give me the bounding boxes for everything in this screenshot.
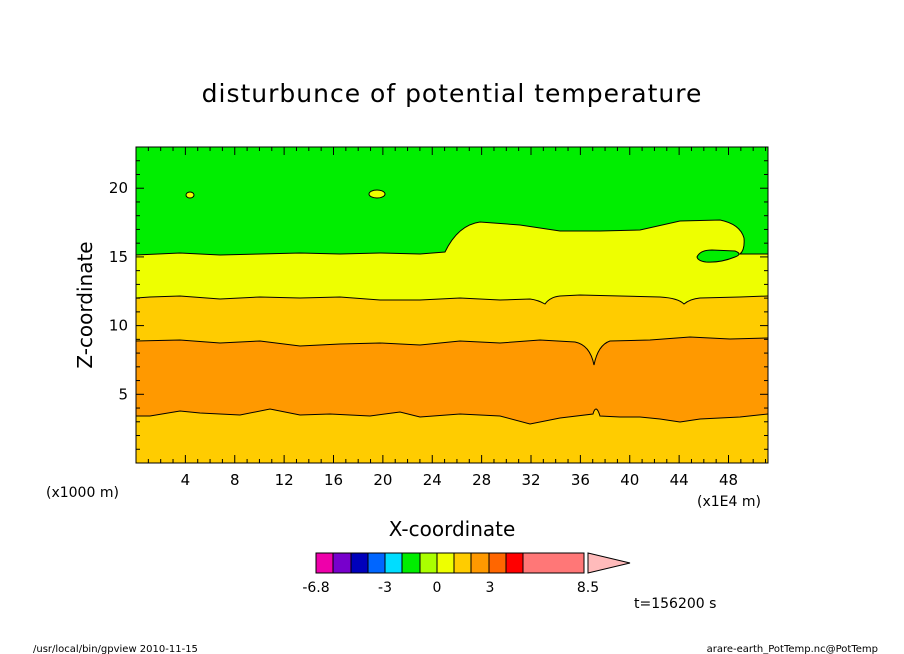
- x-tick-label: 20: [373, 471, 392, 489]
- colorbar-segment: [419, 552, 438, 574]
- colorbar-arrow: [587, 552, 631, 574]
- layer-top-green: [136, 147, 768, 255]
- colorbar-tick-label: -3: [378, 580, 392, 596]
- colorbar-segment: [488, 552, 507, 574]
- colorbar-segment: [350, 552, 369, 574]
- plot-frame: [135, 146, 769, 464]
- contour-line-4: [136, 408, 769, 425]
- x-axis-label: X-coordinate: [389, 517, 516, 541]
- x-tick-label: 28: [472, 471, 491, 489]
- colorbar-tick-label: -6.8: [302, 580, 329, 596]
- colorbar-tick-label: 0: [433, 580, 442, 596]
- y-tick-label: 10: [109, 317, 128, 335]
- colorbar-segment: [367, 552, 386, 574]
- colorbar-segment: [384, 552, 403, 574]
- y-tick-label: 15: [109, 248, 128, 266]
- x-tick-label: 24: [423, 471, 442, 489]
- y-axis-label: Z-coordinate: [73, 241, 97, 368]
- yellow-blob-right: [368, 189, 386, 199]
- chart-title: disturbunce of potential temperature: [202, 79, 703, 108]
- colorbar-segment: [436, 552, 455, 574]
- layer-upper-yellow: [136, 220, 768, 304]
- y-tick-label: 20: [109, 179, 128, 197]
- y-tick-label: 5: [118, 385, 128, 403]
- colorbar-segment: [522, 552, 585, 574]
- colorbar: -6.8 -3 0 3 8.5: [302, 552, 631, 596]
- x-tick-label: 44: [670, 471, 689, 489]
- colorbar-segment: [401, 552, 421, 574]
- contour-lines: [135, 219, 769, 425]
- yellow-blob-left: [185, 191, 195, 199]
- colorbar-segment: [315, 552, 334, 574]
- x-tick-label: 48: [719, 471, 738, 489]
- green-pocket: [696, 249, 740, 263]
- x-tick-label: 16: [324, 471, 343, 489]
- x-tick-label: 4: [181, 471, 191, 489]
- colorbar-segment: [453, 552, 472, 574]
- x-tick-label: 40: [620, 471, 639, 489]
- contour-line-1: [135, 219, 768, 256]
- y-unit-label: (x1000 m): [46, 485, 119, 501]
- x-unit-label: (x1E4 m): [697, 494, 761, 510]
- x-tick-label: 8: [230, 471, 240, 489]
- x-tick-label: 32: [521, 471, 540, 489]
- x-tick-label: 12: [275, 471, 294, 489]
- contour-line-3: [135, 336, 769, 366]
- plot-area: [135, 146, 769, 464]
- colorbar-segment: [505, 552, 524, 574]
- colorbar-segment: [332, 552, 352, 574]
- colorbar-tick-label: 3: [486, 580, 495, 596]
- footer-right: arare-earth_PotTemp.nc@PotTemp: [707, 644, 878, 654]
- footer-left: /usr/local/bin/gpview 2010-11-15: [33, 644, 198, 654]
- x-tick-label: 36: [571, 471, 590, 489]
- layer-lower-orange: [136, 337, 768, 424]
- time-label: t=156200 s: [634, 596, 716, 612]
- contour-line-2: [135, 294, 769, 305]
- colorbar-tick-label: 8.5: [577, 580, 599, 596]
- colorbar-segment: [470, 552, 490, 574]
